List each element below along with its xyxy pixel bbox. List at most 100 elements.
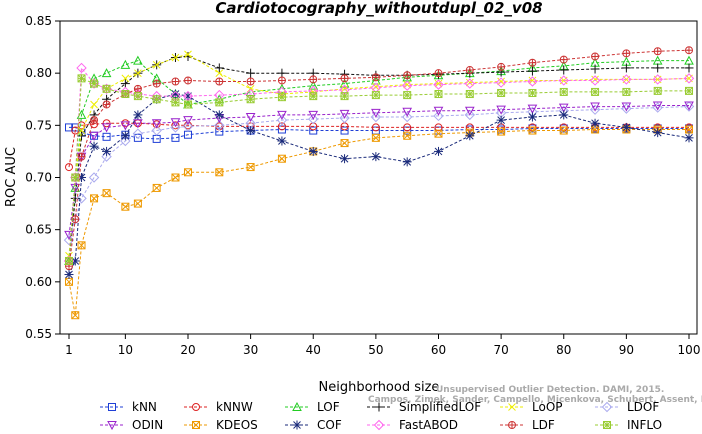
data-point — [276, 114, 288, 126]
data-point — [683, 73, 695, 84]
data-point — [339, 109, 350, 119]
data-point — [89, 131, 99, 141]
data-point — [590, 64, 600, 74]
data-point — [102, 119, 111, 128]
data-point — [559, 65, 569, 75]
data-point — [527, 112, 537, 122]
data-point — [215, 98, 224, 107]
data-point — [71, 311, 80, 320]
data-point — [214, 120, 225, 131]
data-point — [132, 128, 144, 139]
data-point — [401, 80, 413, 91]
data-point — [65, 256, 73, 265]
data-point — [340, 92, 349, 101]
data-point — [433, 79, 444, 90]
legend-label: INFLO — [627, 418, 662, 432]
data-point — [246, 68, 256, 78]
data-point — [403, 80, 412, 89]
data-point — [683, 101, 695, 112]
data-point — [497, 88, 506, 97]
data-point — [371, 108, 381, 118]
watermark-line-2: Campos, Zimek, Sander, Campello, Micenko… — [368, 395, 702, 405]
data-point — [603, 421, 611, 429]
data-point — [277, 68, 287, 78]
data-point — [151, 125, 162, 136]
series-line — [69, 126, 689, 140]
series-ldf — [65, 46, 693, 271]
data-point — [434, 79, 443, 88]
data-point — [170, 118, 181, 128]
data-point — [433, 70, 444, 80]
legend-label: kNNW — [216, 400, 253, 414]
data-point — [133, 133, 142, 142]
data-point — [90, 194, 99, 203]
data-point — [90, 79, 99, 88]
data-point — [589, 104, 601, 115]
data-point — [434, 90, 443, 99]
data-point — [277, 83, 287, 93]
data-point — [171, 133, 180, 142]
data-point — [403, 123, 412, 132]
data-point — [433, 110, 444, 122]
y-axis-label: ROC AUC — [4, 147, 19, 207]
data-point — [63, 234, 75, 246]
data-point — [77, 74, 86, 83]
data-point — [528, 88, 537, 97]
data-point — [621, 103, 632, 114]
data-point — [685, 86, 693, 95]
x-tick-label: 1 — [65, 343, 73, 357]
data-point — [121, 90, 130, 99]
legend-item-cof: COF — [285, 418, 342, 432]
data-point — [70, 193, 80, 203]
data-point — [88, 172, 100, 183]
data-point — [528, 58, 537, 67]
legend-label: SimplifiedLOF — [399, 400, 481, 414]
legend-item-inflo: INFLO — [595, 418, 662, 432]
data-point — [558, 103, 569, 113]
data-point — [684, 63, 694, 73]
data-point — [71, 126, 80, 135]
x-tick-label: 20 — [180, 343, 195, 357]
legend-item-kdeos: KDEOS — [184, 418, 258, 432]
legend-label: LDF — [532, 418, 555, 432]
data-point — [371, 73, 380, 82]
data-point — [590, 118, 600, 128]
data-point — [309, 75, 318, 84]
data-point — [246, 95, 255, 104]
data-point — [340, 154, 350, 164]
data-point — [245, 112, 256, 123]
data-point — [433, 146, 443, 156]
data-point — [246, 126, 256, 136]
data-point — [465, 66, 474, 75]
data-point — [497, 62, 506, 71]
data-point — [591, 75, 599, 84]
x-tick-label: 70 — [493, 343, 508, 357]
y-tick-label: 0.55 — [25, 327, 52, 341]
legend-item-ldof: LDOF — [595, 400, 659, 414]
data-point — [292, 401, 302, 411]
data-point — [133, 92, 142, 101]
y-tick-label: 0.80 — [25, 66, 52, 80]
data-point — [152, 95, 161, 104]
chart-title: Cardiotocography_withoutdupl_02_v08 — [215, 0, 542, 17]
data-point — [559, 110, 569, 120]
data-point — [277, 122, 286, 131]
data-point — [152, 183, 161, 192]
data-point — [182, 121, 194, 132]
y-tick-label: 0.60 — [25, 275, 52, 289]
data-point — [653, 63, 663, 73]
data-point — [65, 123, 73, 132]
x-tick-label: 80 — [556, 343, 571, 357]
y-tick-label: 0.85 — [25, 14, 52, 28]
data-point — [373, 419, 385, 431]
data-point — [102, 84, 111, 93]
data-point — [339, 78, 350, 88]
data-point — [496, 115, 506, 125]
data-point — [590, 102, 600, 112]
data-point — [133, 84, 142, 93]
data-point — [183, 76, 192, 85]
data-point — [215, 77, 224, 86]
series-layer — [63, 46, 695, 320]
legend-label: FastABOD — [399, 418, 458, 432]
